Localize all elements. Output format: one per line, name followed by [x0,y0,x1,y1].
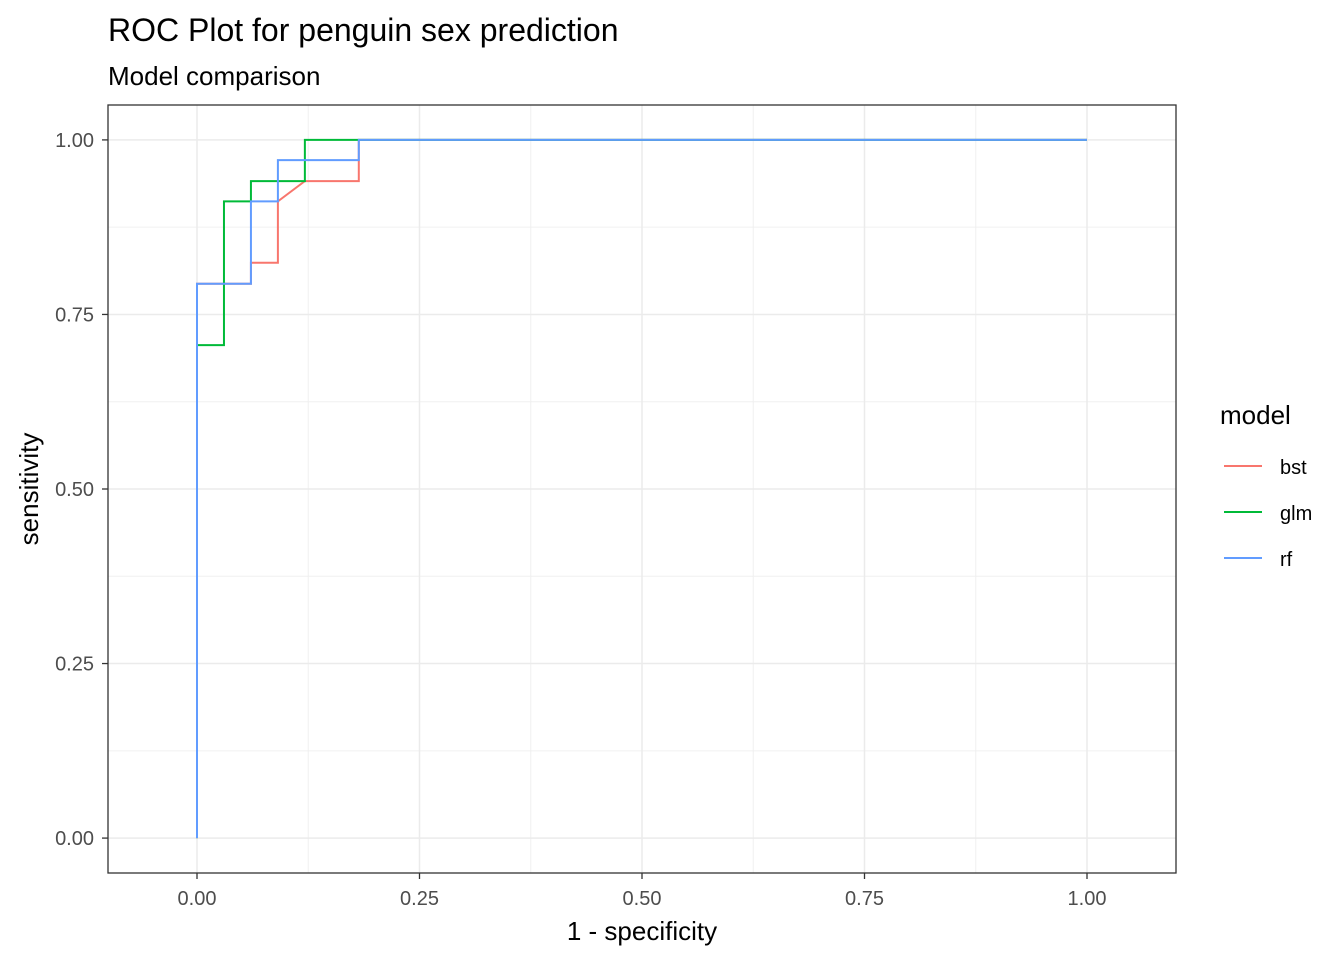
legend-label-bst: bst [1280,457,1307,479]
y-tick-label: 1.00 [55,130,94,152]
x-tick-label: 0.25 [400,888,439,910]
x-tick-label: 1.00 [1068,888,1107,910]
major-gridlines [108,105,1176,873]
chart-subtitle: Model comparison [108,61,320,91]
x-tick-label: 0.00 [178,888,217,910]
x-tick-label: 0.50 [623,888,662,910]
legend-label-rf: rf [1280,549,1293,571]
legend-label-glm: glm [1280,503,1312,525]
legend-title: model [1220,400,1291,430]
y-tick-label: 0.00 [55,828,94,850]
y-axis-ticks: 0.00 0.25 0.50 0.75 1.00 [55,130,108,850]
y-tick-label: 0.75 [55,304,94,326]
x-tick-label: 0.75 [845,888,884,910]
x-axis-title: 1 - specificity [567,916,717,946]
y-tick-label: 0.50 [55,479,94,501]
x-axis-ticks: 0.00 0.25 0.50 0.75 1.00 [178,873,1107,910]
y-tick-label: 0.25 [55,654,94,676]
roc-curves [196,138,1087,839]
legend: model bst glm rf [1220,400,1312,571]
y-axis-title: sensitivity [14,433,44,546]
chart-title: ROC Plot for penguin sex prediction [108,12,618,48]
roc-series-rf [196,138,1087,839]
